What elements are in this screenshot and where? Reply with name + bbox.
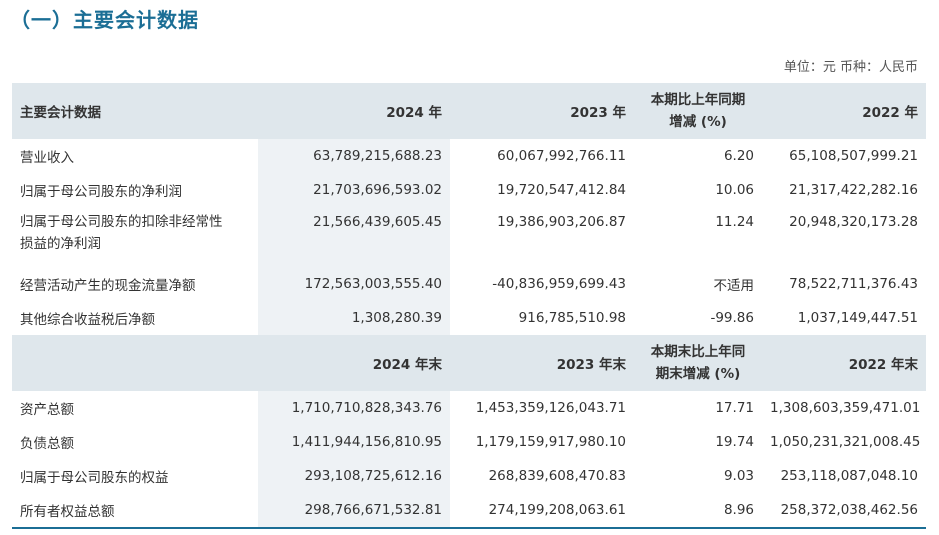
table-row: 负债总额 1,411,944,156,810.95 1,179,159,917,… (12, 425, 926, 459)
header-change-2-line2: 期末增减 (%) (655, 366, 741, 382)
value-2024: 1,411,944,156,810.95 (258, 425, 450, 459)
header-change-2: 本期末比上年同 期末增减 (%) (634, 335, 762, 391)
value-2023: 19,720,547,412.84 (497, 182, 626, 198)
accounting-data-table: 主要会计数据 2024 年 2023 年 本期比上年同期 增减 (%) 2022… (12, 83, 926, 529)
table-row: 归属于母公司股东的权益 293,108,725,612.16 268,839,6… (12, 459, 926, 493)
row-label: 所有者权益总额 (12, 493, 258, 529)
row-label: 负债总额 (20, 436, 74, 452)
header-item-2 (12, 335, 258, 391)
table-row: 资产总额 1,710,710,828,343.76 1,453,359,126,… (12, 391, 926, 425)
value-2024: 63,789,215,688.23 (258, 139, 450, 173)
header-2022: 2022 年 (762, 83, 926, 139)
header-item: 主要会计数据 (12, 83, 258, 139)
value-change: 9.03 (723, 468, 754, 484)
table-row: 所有者权益总额 298,766,671,532.81 274,199,208,0… (12, 493, 926, 529)
value-change: 6.20 (723, 148, 754, 164)
row-label: 经营活动产生的现金流量净额 (20, 278, 196, 294)
row-label: 资产总额 (20, 402, 74, 418)
table-header-row-2: 2024 年末 2023 年末 本期末比上年同 期末增减 (%) 2022 年末 (12, 335, 926, 391)
value-2022: 20,948,320,173.28 (789, 214, 918, 230)
row-label: 归属于母公司股东的扣除非经常性 损益的净利润 (12, 207, 258, 267)
section-title: （一）主要会计数据 (10, 8, 199, 32)
value-change: -99.86 (710, 310, 754, 326)
table-row: 归属于母公司股东的净利润 21,703,696,593.02 19,720,54… (12, 173, 926, 207)
value-2022: 258,372,038,462.56 (762, 493, 926, 529)
value-2023: 60,067,992,766.11 (497, 148, 626, 164)
value-change: 8.96 (634, 493, 762, 529)
header-2023: 2023 年 (450, 83, 634, 139)
value-2022: 1,308,603,359,471.01 (770, 400, 921, 416)
value-2022: 253,118,087,048.10 (780, 468, 918, 484)
table-row: 其他综合收益税后净额 1,308,280.39 916,785,510.98 -… (12, 301, 926, 335)
row-label: 归属于母公司股东的净利润 (20, 184, 182, 200)
value-change: 19.74 (715, 434, 754, 450)
value-change: 17.71 (715, 400, 754, 416)
unit-currency-note: 单位：元 币种：人民币 (783, 60, 918, 75)
table-row: 归属于母公司股东的扣除非经常性 损益的净利润 21,566,439,605.45… (12, 207, 926, 267)
value-2024: 298,766,671,532.81 (258, 493, 450, 529)
table-header-row: 主要会计数据 2024 年 2023 年 本期比上年同期 增减 (%) 2022… (12, 83, 926, 139)
header-2022-end: 2022 年末 (762, 335, 926, 391)
row-label: 营业收入 (20, 150, 74, 166)
value-2023: 916,785,510.98 (518, 310, 626, 326)
header-change: 本期比上年同期 增减 (%) (634, 83, 762, 139)
value-2022: 65,108,507,999.21 (789, 148, 918, 164)
value-2023: 274,199,208,063.61 (450, 493, 634, 529)
value-2024: 172,563,003,555.40 (258, 267, 450, 301)
value-change: 11.24 (715, 214, 754, 230)
value-2022: 78,522,711,376.43 (789, 276, 918, 292)
value-2022: 1,050,231,321,008.45 (770, 434, 921, 450)
row-label-line2: 损益的净利润 (20, 236, 101, 252)
row-label: 归属于母公司股东的权益 (20, 470, 169, 486)
header-change-2-line1: 本期末比上年同 (650, 344, 746, 360)
header-2024: 2024 年 (258, 83, 450, 139)
value-change: 不适用 (713, 278, 755, 294)
row-label: 其他综合收益税后净额 (20, 312, 155, 328)
value-2023: 19,386,903,206.87 (497, 214, 626, 230)
value-2024: 293,108,725,612.16 (258, 459, 450, 493)
value-2023: -40,836,959,699.43 (492, 276, 626, 292)
header-2023-end: 2023 年末 (450, 335, 634, 391)
header-change-line2: 增减 (%) (669, 114, 727, 130)
row-label-line1: 归属于母公司股东的扣除非经常性 (20, 214, 223, 230)
value-2024: 1,308,280.39 (258, 301, 450, 335)
value-2024: 1,710,710,828,343.76 (258, 391, 450, 425)
value-2024: 21,703,696,593.02 (258, 173, 450, 207)
value-2022: 1,037,149,447.51 (797, 310, 918, 326)
value-2023: 1,453,359,126,043.71 (475, 400, 626, 416)
value-2024: 21,566,439,605.45 (258, 207, 450, 267)
value-2023: 268,839,608,470.83 (488, 468, 626, 484)
header-change-line1: 本期比上年同期 (650, 92, 746, 108)
value-change: 10.06 (715, 182, 754, 198)
table-row: 经营活动产生的现金流量净额 172,563,003,555.40 -40,836… (12, 267, 926, 301)
value-2023: 1,179,159,917,980.10 (475, 434, 626, 450)
table-row: 营业收入 63,789,215,688.23 60,067,992,766.11… (12, 139, 926, 173)
value-2022: 21,317,422,282.16 (789, 182, 918, 198)
header-2024-end: 2024 年末 (258, 335, 450, 391)
